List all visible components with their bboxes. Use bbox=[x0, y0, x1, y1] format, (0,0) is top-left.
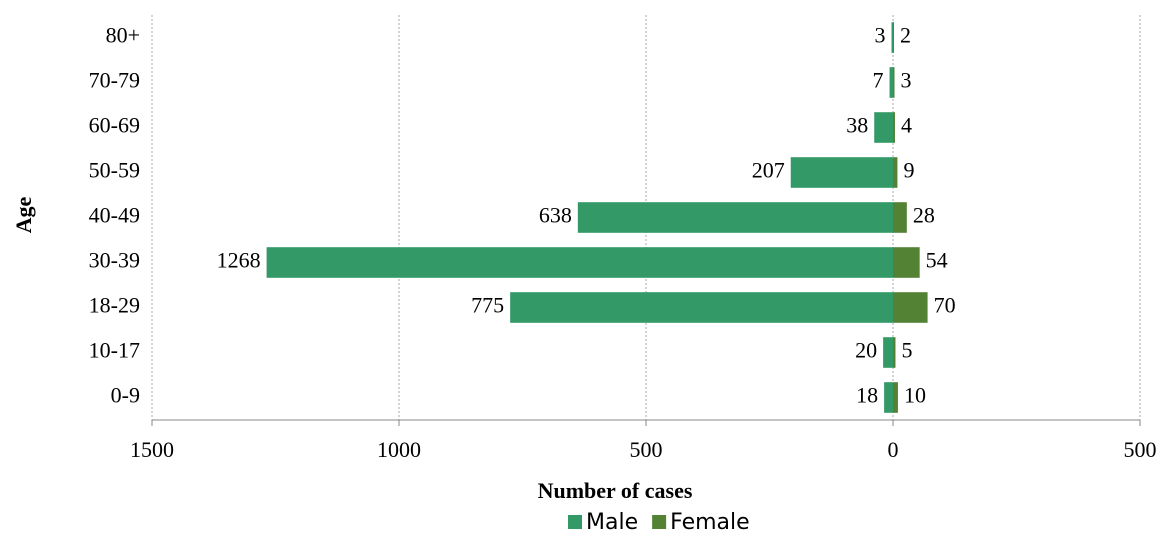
data-label: 4 bbox=[901, 113, 912, 138]
data-label: 207 bbox=[752, 158, 785, 183]
data-label: 10 bbox=[904, 383, 926, 408]
data-label: 5 bbox=[901, 338, 912, 363]
data-label: 3 bbox=[875, 23, 886, 48]
data-label: 638 bbox=[539, 203, 572, 228]
data-label: 1268 bbox=[217, 248, 261, 273]
bar bbox=[893, 157, 898, 188]
data-label: 38 bbox=[846, 113, 868, 138]
y-tick-label: 18-29 bbox=[89, 293, 140, 318]
bar bbox=[874, 112, 893, 143]
y-tick-label: 30-39 bbox=[89, 248, 140, 273]
bar bbox=[883, 337, 893, 368]
y-tick-label: 40-49 bbox=[89, 203, 140, 228]
data-label: 2 bbox=[900, 23, 911, 48]
bar bbox=[790, 157, 893, 188]
y-tick-label: 70-79 bbox=[89, 68, 140, 93]
data-label: 70 bbox=[934, 293, 956, 318]
data-label: 7 bbox=[873, 68, 884, 93]
bar bbox=[893, 112, 895, 143]
bar bbox=[891, 22, 893, 53]
y-tick-label: 10-17 bbox=[89, 338, 140, 363]
data-label: 20 bbox=[855, 338, 877, 363]
bar bbox=[893, 292, 928, 323]
data-label: 28 bbox=[913, 203, 935, 228]
bar bbox=[889, 67, 893, 98]
data-label: 3 bbox=[900, 68, 911, 93]
bar bbox=[266, 247, 893, 278]
y-tick-label: 60-69 bbox=[89, 113, 140, 138]
x-tick-label: 500 bbox=[630, 437, 663, 462]
legend-swatch bbox=[568, 515, 582, 529]
legend: Male Female bbox=[568, 510, 750, 535]
x-tick-label: 1000 bbox=[377, 437, 421, 462]
legend-swatch bbox=[652, 515, 667, 529]
bar bbox=[893, 67, 895, 98]
bar bbox=[893, 247, 920, 278]
legend-label: Male bbox=[586, 510, 638, 535]
x-axis-title: Number of cases bbox=[538, 478, 693, 503]
legend-label: Female bbox=[670, 510, 750, 535]
x-tick-label: 0 bbox=[888, 437, 899, 462]
x-tick-label: 1500 bbox=[130, 437, 174, 462]
y-tick-label: 50-59 bbox=[89, 158, 140, 183]
bar bbox=[510, 292, 893, 323]
data-label: 775 bbox=[471, 293, 504, 318]
data-label: 9 bbox=[903, 158, 914, 183]
x-tick-label: 500 bbox=[1124, 437, 1157, 462]
bar bbox=[577, 202, 893, 233]
bar bbox=[893, 382, 898, 413]
bar bbox=[893, 202, 907, 233]
data-label: 18 bbox=[856, 383, 878, 408]
data-label: 54 bbox=[926, 248, 948, 273]
y-axis-title: Age bbox=[11, 196, 36, 233]
bar bbox=[893, 22, 894, 53]
bar bbox=[893, 337, 896, 368]
bar bbox=[884, 382, 893, 413]
y-tick-label: 80+ bbox=[106, 23, 140, 48]
y-tick-label: 0-9 bbox=[111, 383, 140, 408]
